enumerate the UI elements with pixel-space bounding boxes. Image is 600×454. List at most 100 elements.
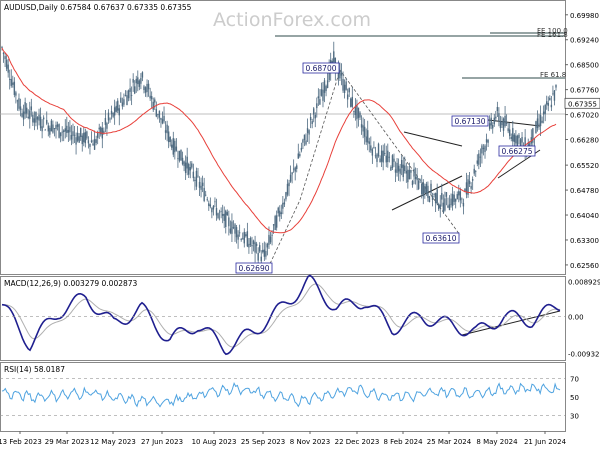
candle-body (308, 130, 310, 135)
candle-body (306, 128, 309, 134)
candle-body (532, 128, 534, 143)
candle-body (208, 203, 210, 206)
candle-body (226, 212, 229, 216)
candle-body (204, 194, 207, 196)
candle-body (38, 114, 40, 121)
candle-body (212, 205, 215, 210)
x-tick-label: 27 Jun 2023 (141, 438, 183, 446)
candle-body (75, 137, 77, 145)
candle-body (436, 189, 438, 204)
candle-body (427, 185, 429, 198)
label-0.62690: 0.62690 (235, 262, 273, 274)
candle-body (538, 123, 540, 125)
svg-text:0.62690: 0.62690 (238, 264, 269, 273)
candle-body (388, 156, 391, 158)
candle-body (209, 204, 212, 207)
macd-y-label: 0.008929 (568, 278, 600, 286)
candle-body (251, 244, 253, 247)
candle-body (118, 108, 120, 116)
triangle-upper (403, 131, 463, 147)
candle-body (451, 193, 454, 207)
y-tick-label: 0.64780 (570, 187, 599, 195)
candle-body (411, 181, 414, 186)
rsi-y-label: 50 (570, 394, 579, 402)
candle-body (150, 96, 153, 100)
candle-body (490, 117, 492, 126)
candle-body (379, 158, 381, 163)
candle-body (368, 141, 370, 144)
candle-body (342, 79, 344, 91)
candle-body (149, 95, 151, 99)
x-tick-label: 25 Sep 2023 (241, 438, 285, 446)
candle-body (390, 167, 392, 171)
candle-body (225, 210, 227, 227)
candle-body (228, 217, 230, 227)
candle-body (255, 243, 258, 246)
candle-body (291, 172, 293, 175)
candle-body (505, 123, 508, 124)
macd-series (0, 274, 565, 356)
candle-body (402, 164, 404, 178)
candle-body (9, 79, 11, 80)
candle-body (177, 158, 179, 160)
candle-body (371, 149, 374, 156)
candle-body (96, 133, 99, 138)
candle-body (365, 136, 367, 143)
candle-body (29, 110, 31, 119)
candle-body (86, 131, 88, 139)
candle-body (64, 128, 66, 132)
candle-body (263, 249, 266, 257)
candle-body (316, 103, 318, 109)
candle-body (512, 128, 514, 142)
candle-body (546, 101, 548, 105)
candle-body (238, 232, 241, 234)
candle-body (447, 205, 449, 208)
candle-body (98, 127, 100, 130)
candle-body (95, 139, 97, 143)
candle-body (175, 146, 178, 151)
candle-body (292, 168, 295, 170)
candle-body (326, 80, 329, 89)
candle-body (84, 132, 87, 144)
x-tick-label: 8 Nov 2023 (290, 438, 330, 446)
candle-body (242, 238, 244, 240)
candle-body (319, 99, 321, 105)
candle-body (50, 120, 53, 132)
candle-body (36, 117, 39, 120)
candle-body (52, 124, 54, 133)
candle-body (479, 156, 482, 158)
candle-body (391, 155, 394, 168)
candle-body (462, 202, 465, 207)
svg-text:0.63610: 0.63610 (425, 234, 456, 243)
candle-body (178, 150, 181, 161)
candle-body (59, 132, 62, 137)
macd-signal-line (2, 283, 561, 348)
candle-body (467, 179, 469, 195)
candle-body (164, 130, 167, 133)
candle-body (376, 154, 378, 162)
candle-body (271, 234, 273, 236)
candle-body (269, 236, 272, 243)
current-price-label: 0.67355 (568, 100, 597, 108)
candle-body (294, 167, 296, 172)
candle-body (507, 128, 509, 132)
candle-body (83, 132, 85, 143)
y-tick-label: 0.62560 (570, 262, 599, 270)
candle-body (215, 207, 218, 216)
candle-body (24, 102, 26, 114)
candle-body (357, 107, 360, 118)
candle-body (262, 249, 264, 253)
candle-body (288, 182, 290, 187)
candle-body (19, 106, 22, 110)
candle-body (49, 127, 51, 135)
candle-body (513, 134, 516, 142)
candle-body (1, 47, 3, 49)
candle-body (282, 202, 284, 209)
candle-body (444, 198, 446, 211)
candle-body (147, 83, 150, 90)
candle-body (249, 238, 252, 246)
candle-body (35, 111, 37, 123)
candle-body (265, 251, 267, 257)
candle-body (198, 181, 201, 188)
